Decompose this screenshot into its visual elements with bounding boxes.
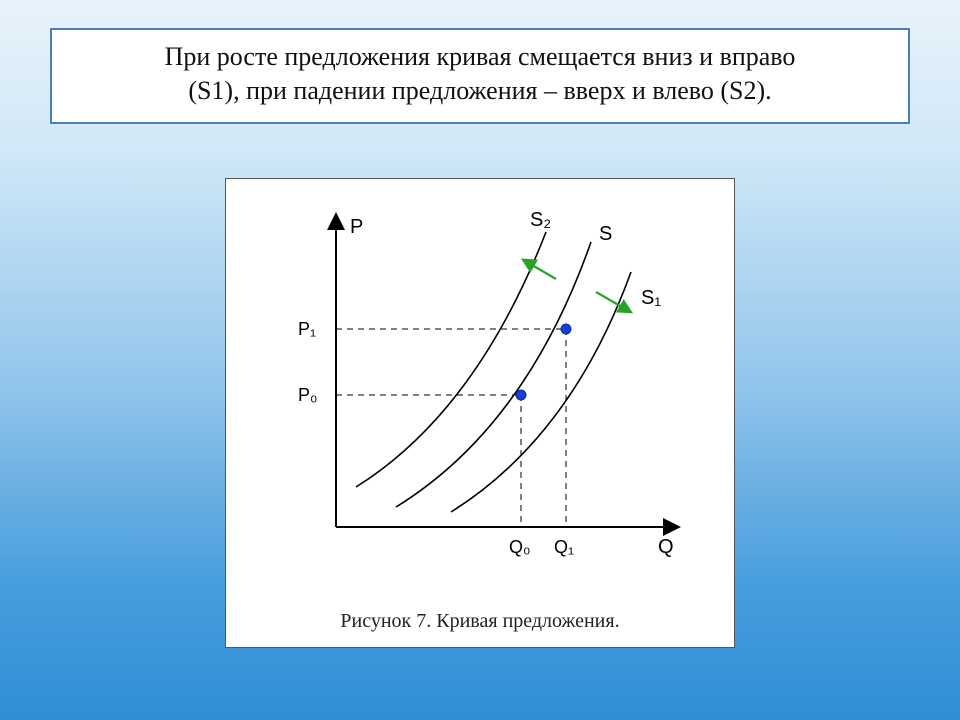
shift-arrow-left-icon <box>532 265 556 279</box>
y-axis-label: P <box>350 216 363 238</box>
supply-curve-chart: P Q S₂ S S₁ P₁ P₀ Q₀ Q₁ <box>226 187 736 582</box>
point-p0 <box>516 390 526 400</box>
point-p1 <box>561 324 571 334</box>
title-line-1: При росте предложения кривая смещается в… <box>165 42 796 71</box>
x-axis-label: Q <box>658 536 674 558</box>
chart-card: P Q S₂ S S₁ P₁ P₀ Q₀ Q₁ Рисунок 7. Кривая предло… <box>225 178 735 648</box>
title-line-2: (S1), при падении предложения – вверх и … <box>188 76 771 105</box>
label-s2: S₂ <box>530 209 551 231</box>
tick-p0: P₀ <box>298 385 317 405</box>
tick-q1: Q₁ <box>554 537 574 557</box>
tick-p1: P₁ <box>298 319 316 339</box>
chart-area: P Q S₂ S S₁ P₁ P₀ Q₀ Q₁ <box>226 187 736 582</box>
curve-s1 <box>451 272 631 512</box>
slide-root: При росте предложения кривая смещается в… <box>0 0 960 720</box>
curve-s <box>396 242 591 507</box>
tick-q0: Q₀ <box>509 537 530 557</box>
curve-s2 <box>356 232 546 487</box>
shift-arrow-right-icon <box>596 292 622 307</box>
title-box: При росте предложения кривая смещается в… <box>50 28 910 124</box>
label-s1: S₁ <box>641 287 661 309</box>
label-s: S <box>599 223 612 245</box>
chart-caption: Рисунок 7. Кривая предложения. <box>226 610 734 633</box>
